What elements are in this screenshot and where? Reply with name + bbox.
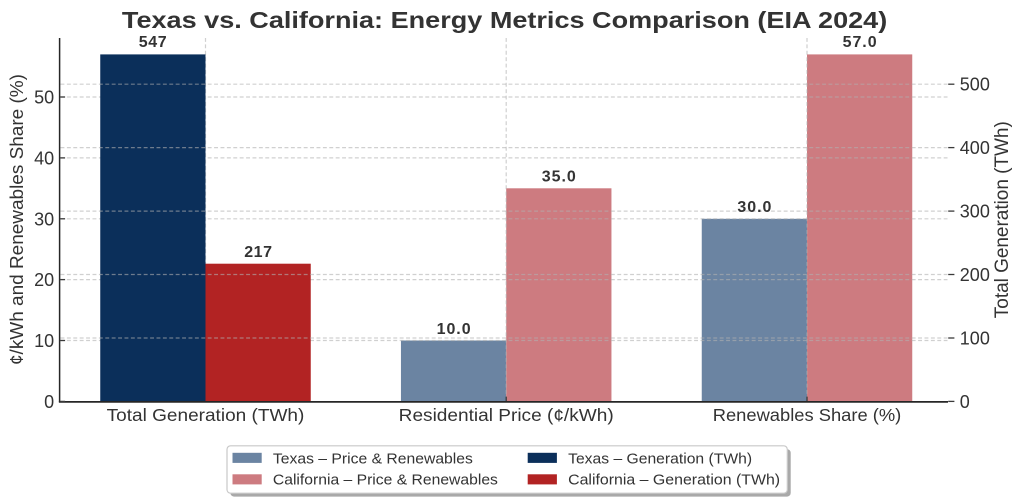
svg-text:10: 10 bbox=[34, 331, 54, 351]
svg-text:20: 20 bbox=[34, 270, 54, 290]
svg-text:50: 50 bbox=[34, 88, 54, 108]
svg-text:Renewables Share (%): Renewables Share (%) bbox=[713, 405, 902, 425]
svg-text:30.0: 30.0 bbox=[737, 199, 771, 216]
svg-text:Texas – Price & Renewables: Texas – Price & Renewables bbox=[273, 450, 473, 467]
svg-text:30: 30 bbox=[34, 209, 54, 229]
svg-text:10.0: 10.0 bbox=[437, 321, 471, 338]
svg-text:Total Generation (TWh): Total Generation (TWh) bbox=[107, 405, 305, 425]
svg-text:547: 547 bbox=[139, 34, 167, 51]
svg-text:500: 500 bbox=[960, 75, 990, 95]
svg-text:40: 40 bbox=[34, 148, 54, 168]
svg-text:California – Generation (TWh): California – Generation (TWh) bbox=[568, 472, 780, 489]
svg-text:Total Generation (TWh): Total Generation (TWh) bbox=[992, 121, 1013, 318]
svg-text:Texas vs. California: Energy M: Texas vs. California: Energy Metrics Com… bbox=[122, 7, 887, 33]
svg-text:100: 100 bbox=[960, 329, 990, 349]
svg-text:¢/kWh and Renewables Share (%): ¢/kWh and Renewables Share (%) bbox=[7, 74, 27, 365]
svg-text:35.0: 35.0 bbox=[542, 169, 576, 186]
svg-text:300: 300 bbox=[960, 202, 990, 222]
svg-text:0: 0 bbox=[960, 392, 970, 412]
svg-text:57.0: 57.0 bbox=[843, 34, 877, 51]
svg-text:0: 0 bbox=[44, 392, 54, 412]
svg-text:Texas – Generation (TWh): Texas – Generation (TWh) bbox=[568, 450, 752, 467]
svg-text:California – Price & Renewable: California – Price & Renewables bbox=[273, 472, 498, 489]
svg-text:400: 400 bbox=[960, 138, 990, 158]
svg-text:200: 200 bbox=[960, 265, 990, 285]
svg-text:Residential Price (¢/kWh): Residential Price (¢/kWh) bbox=[399, 405, 614, 425]
svg-text:217: 217 bbox=[244, 244, 272, 261]
